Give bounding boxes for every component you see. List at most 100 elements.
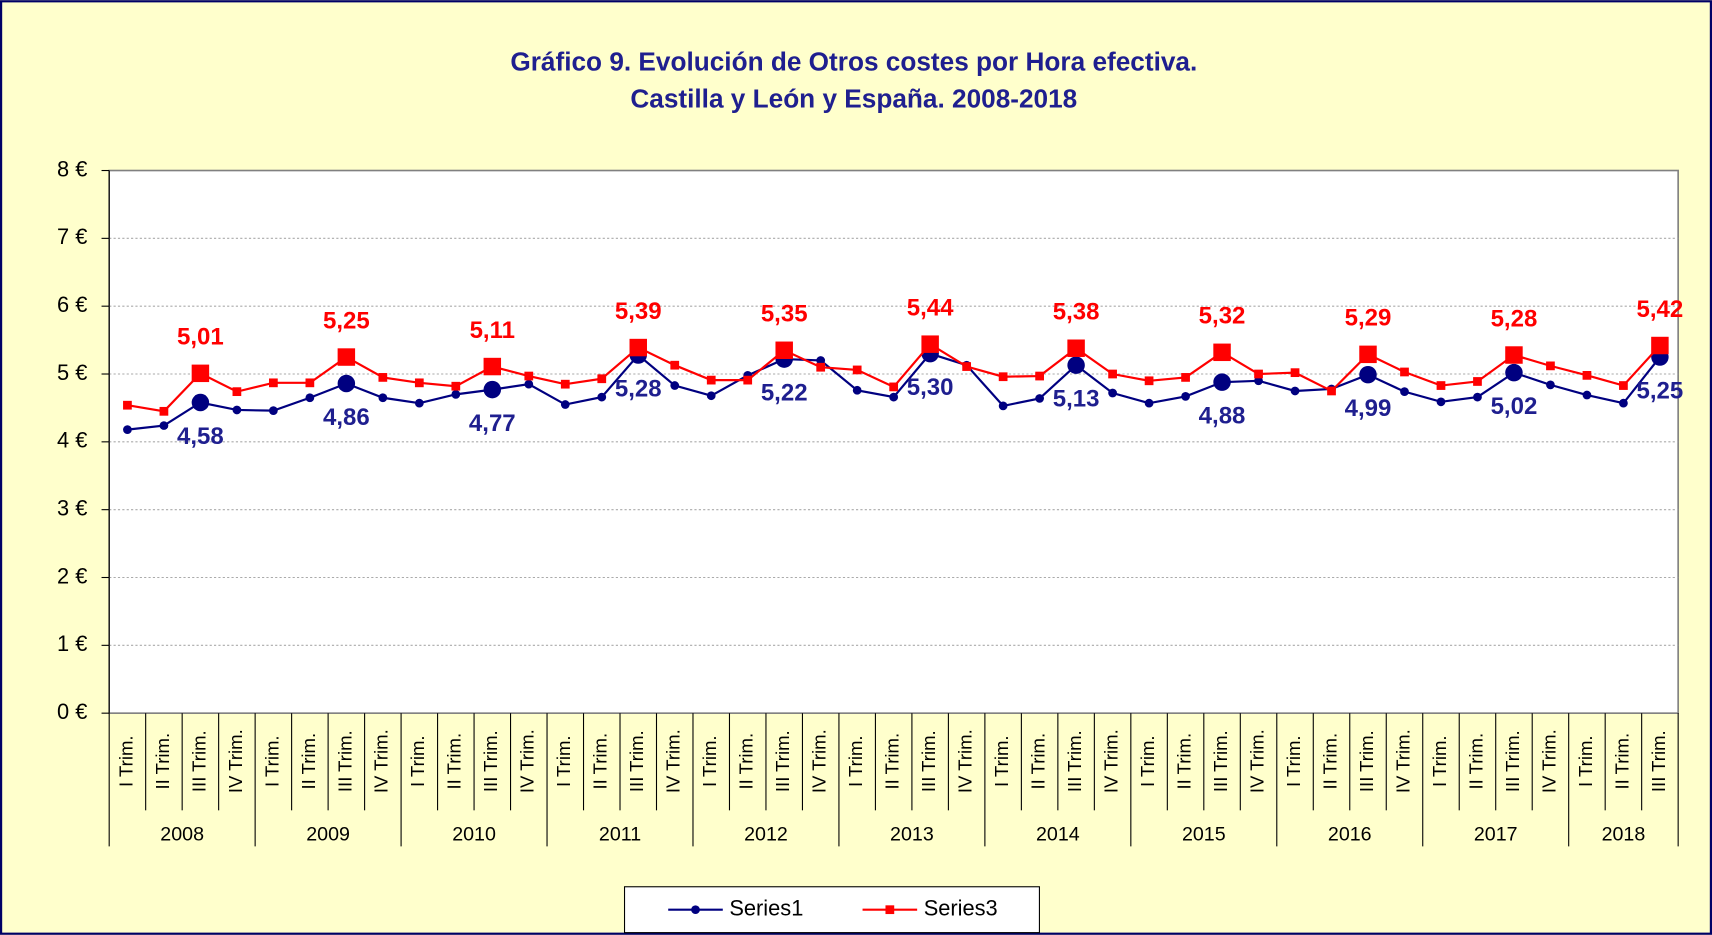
- y-tick-label: 0 €: [57, 699, 87, 724]
- x-tick-label: II Trim.: [882, 733, 903, 790]
- data-point: [629, 338, 647, 357]
- x-tick-label: II Trim.: [590, 733, 611, 790]
- data-label: 5,39: [615, 298, 662, 325]
- data-label: 5,01: [177, 324, 224, 351]
- x-group-label: 2011: [599, 824, 641, 846]
- data-point: [1213, 343, 1231, 362]
- x-tick-label: III Trim.: [626, 730, 647, 792]
- x-group-label: 2014: [1036, 824, 1080, 846]
- x-group-label: 2013: [890, 824, 934, 846]
- data-point: [1436, 397, 1446, 407]
- data-point: [560, 400, 570, 409]
- data-point: [1400, 387, 1409, 397]
- data-point: [1505, 346, 1523, 364]
- data-point: [1505, 363, 1523, 382]
- data-point: [1181, 392, 1190, 401]
- data-point: [524, 371, 534, 381]
- data-point: [232, 387, 242, 397]
- x-tick-label: IV Trim.: [1392, 729, 1413, 793]
- data-point: [852, 365, 862, 375]
- data-point: [1546, 380, 1555, 390]
- data-point: [1067, 339, 1085, 357]
- data-point: [1035, 394, 1044, 403]
- x-tick-label: I Trim.: [1575, 735, 1596, 787]
- x-group-label: 2018: [1602, 824, 1646, 846]
- x-tick-label: IV Trim.: [809, 729, 830, 793]
- x-group-label: 2016: [1328, 824, 1372, 846]
- data-label: 5,35: [761, 301, 808, 328]
- data-point: [1359, 365, 1377, 384]
- data-point: [305, 378, 315, 388]
- data-point: [1213, 373, 1231, 391]
- data-point: [1651, 336, 1669, 355]
- data-point: [451, 381, 461, 391]
- data-point: [560, 379, 570, 389]
- data-point: [305, 393, 315, 403]
- x-tick-label: IV Trim.: [371, 729, 392, 793]
- x-tick-label: II Trim.: [444, 733, 465, 790]
- x-tick-label: IV Trim.: [1538, 729, 1559, 793]
- x-tick-label: I Trim.: [553, 735, 574, 787]
- x-tick-label: III Trim.: [1210, 730, 1231, 792]
- data-point: [483, 357, 502, 376]
- x-group-label: 2015: [1182, 824, 1226, 846]
- data-point: [775, 341, 793, 360]
- x-tick-label: I Trim.: [261, 735, 282, 787]
- data-point: [1619, 398, 1628, 408]
- x-group-label: 2012: [744, 824, 788, 846]
- data-point: [852, 385, 862, 395]
- x-tick-label: II Trim.: [1173, 733, 1194, 790]
- x-group-label: 2009: [306, 824, 350, 846]
- data-point: [1400, 367, 1409, 377]
- data-label: 5,30: [907, 374, 954, 401]
- data-label: 5,38: [1053, 299, 1100, 326]
- data-label: 5,25: [1637, 377, 1684, 404]
- data-point: [1290, 368, 1300, 378]
- data-label: 5,44: [907, 295, 954, 322]
- x-tick-label: IV Trim.: [663, 729, 684, 793]
- data-point: [816, 356, 826, 365]
- x-tick-label: II Trim.: [1465, 733, 1486, 790]
- data-label: 5,22: [761, 379, 808, 406]
- data-point: [670, 381, 680, 390]
- data-label: 4,86: [323, 404, 370, 431]
- legend-marker: [885, 905, 895, 915]
- x-tick-label: I Trim.: [407, 735, 428, 787]
- x-tick-label: IV Trim.: [1101, 729, 1122, 793]
- x-tick-label: IV Trim.: [225, 729, 246, 793]
- data-point: [191, 393, 210, 412]
- chart-title: Castilla y León y España. 2008-2018: [630, 84, 1077, 114]
- y-tick-label: 6 €: [57, 292, 87, 317]
- chart-title: Gráfico 9. Evolución de Otros costes por…: [510, 46, 1197, 76]
- legend-marker: [691, 905, 700, 915]
- data-label: 5,42: [1637, 296, 1684, 323]
- legend-label: Series1: [729, 895, 803, 920]
- y-tick-label: 8 €: [57, 156, 87, 181]
- x-tick-label: I Trim.: [845, 735, 866, 787]
- data-point: [816, 362, 826, 372]
- data-point: [998, 401, 1008, 411]
- x-tick-label: III Trim.: [1064, 730, 1085, 792]
- x-tick-label: II Trim.: [152, 733, 173, 790]
- data-point: [998, 372, 1008, 382]
- data-point: [1254, 376, 1263, 386]
- data-label: 5,02: [1491, 393, 1538, 420]
- data-label: 5,28: [1491, 305, 1538, 332]
- data-point: [706, 375, 716, 385]
- y-tick-label: 1 €: [57, 631, 87, 656]
- x-tick-label: III Trim.: [188, 730, 209, 792]
- data-label: 5,13: [1053, 385, 1100, 412]
- data-point: [159, 421, 169, 430]
- x-tick-label: III Trim.: [918, 730, 939, 792]
- x-tick-label: III Trim.: [334, 730, 355, 792]
- x-tick-label: II Trim.: [736, 733, 757, 790]
- data-point: [1359, 345, 1377, 364]
- x-group-label: 2017: [1474, 824, 1518, 846]
- data-point: [1436, 381, 1446, 390]
- x-tick-label: IV Trim.: [517, 729, 538, 793]
- x-tick-label: II Trim.: [1028, 733, 1049, 790]
- data-label: 5,32: [1199, 303, 1246, 330]
- data-label: 5,11: [470, 317, 515, 344]
- x-tick-label: I Trim.: [1283, 735, 1304, 787]
- data-point: [414, 398, 424, 408]
